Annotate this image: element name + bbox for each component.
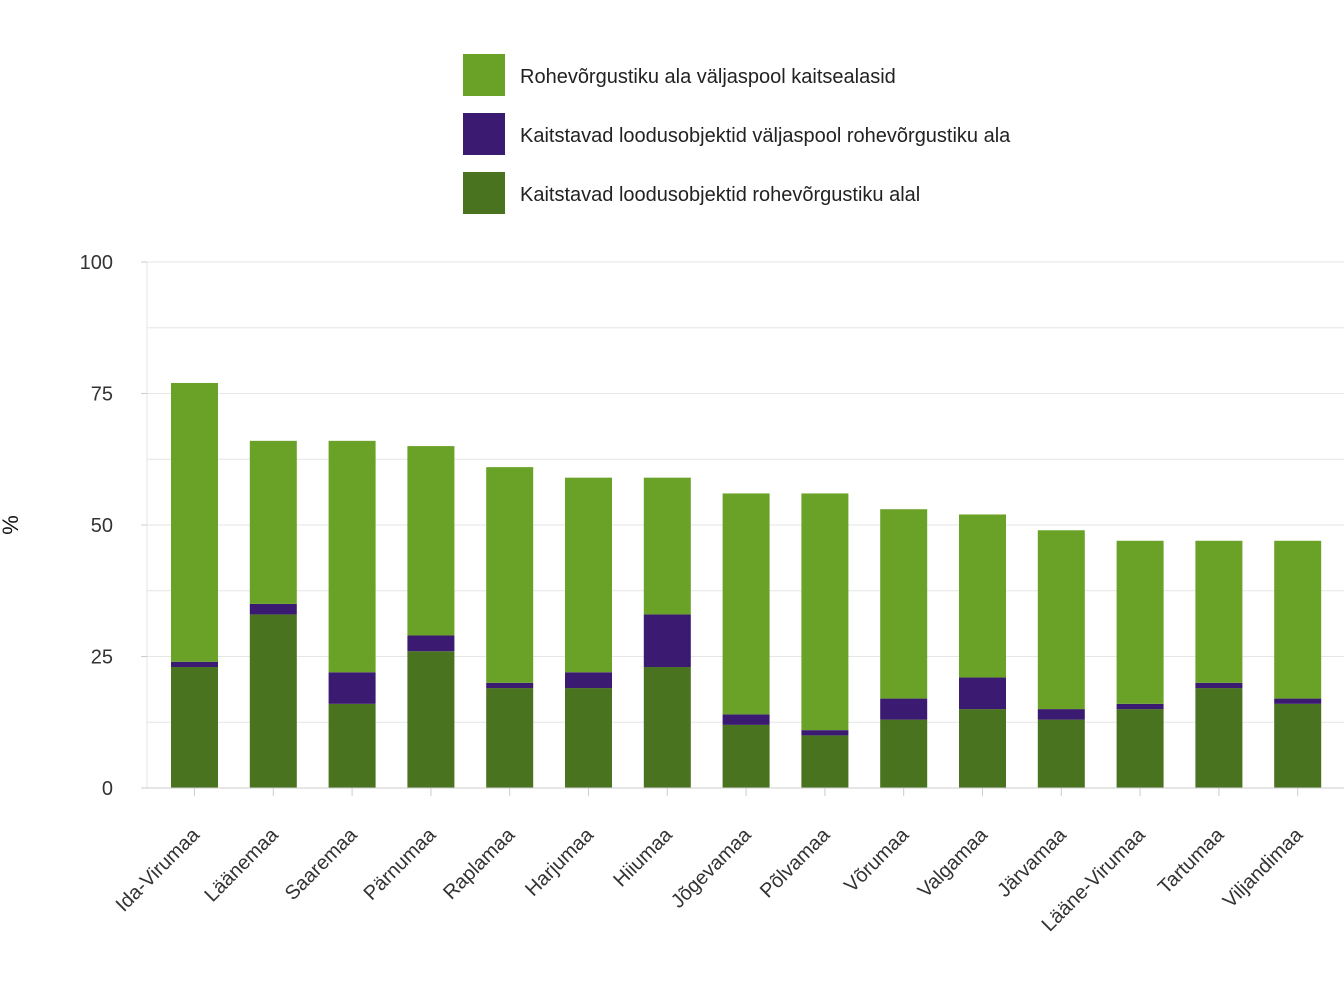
x-category-label: Harjumaa bbox=[521, 823, 598, 900]
y-tick-label: 75 bbox=[91, 384, 113, 406]
bar-segment-1[interactable] bbox=[722, 724, 770, 788]
x-category-label: Tartumaa bbox=[1154, 823, 1229, 898]
bar-segment-3[interactable] bbox=[171, 382, 218, 662]
bar-segment-1[interactable] bbox=[880, 719, 928, 788]
bar-segment-3[interactable] bbox=[1116, 540, 1164, 704]
x-category-label: Ida-Virumaa bbox=[112, 823, 205, 916]
bar-segment-1[interactable] bbox=[565, 688, 612, 788]
bar-segment-1[interactable] bbox=[1037, 719, 1085, 788]
bar-segment-2[interactable] bbox=[1274, 698, 1322, 704]
x-category-label: Pärnumaa bbox=[360, 823, 441, 904]
bar-segment-3[interactable] bbox=[880, 509, 928, 699]
x-category-label: Läänemaa bbox=[200, 823, 283, 906]
bar-segment-3[interactable] bbox=[722, 493, 770, 715]
bar-segment-3[interactable] bbox=[1274, 540, 1322, 699]
bar-segment-3[interactable] bbox=[959, 514, 1006, 678]
bar-segment-2[interactable] bbox=[722, 714, 770, 725]
bar-segment-2[interactable] bbox=[1116, 703, 1164, 710]
x-axis: Ida-VirumaaLäänemaaSaaremaaPärnumaaRapla… bbox=[112, 787, 1344, 936]
bar-segment-1[interactable] bbox=[486, 688, 534, 788]
bar-segment-3[interactable] bbox=[249, 440, 297, 604]
bar-segment-2[interactable] bbox=[643, 614, 691, 668]
x-category-label: Valgamaa bbox=[914, 823, 993, 902]
legend-label[interactable]: Kaitstavad loodusobjektid väljaspool roh… bbox=[520, 125, 1011, 147]
legend-swatch[interactable] bbox=[463, 113, 505, 155]
legend-label[interactable]: Kaitstavad loodusobjektid rohevõrgustiku… bbox=[520, 184, 920, 206]
bar-segment-2[interactable] bbox=[959, 677, 1006, 710]
bar-segment-3[interactable] bbox=[801, 493, 849, 731]
bar-segment-3[interactable] bbox=[328, 440, 376, 673]
legend: Rohevõrgustiku ala väljaspool kaitsealas… bbox=[463, 54, 1011, 214]
y-tick-label: 50 bbox=[91, 515, 113, 537]
bar-segment-3[interactable] bbox=[486, 467, 534, 683]
bar-segment-3[interactable] bbox=[407, 446, 455, 636]
bar-segment-1[interactable] bbox=[249, 614, 297, 788]
legend-label[interactable]: Rohevõrgustiku ala väljaspool kaitsealas… bbox=[520, 66, 896, 88]
bars bbox=[171, 382, 1322, 788]
bar-segment-1[interactable] bbox=[328, 703, 376, 788]
bar-segment-1[interactable] bbox=[1195, 688, 1243, 788]
bar-segment-2[interactable] bbox=[407, 635, 455, 652]
bar-segment-1[interactable] bbox=[171, 667, 218, 788]
x-category-label: Jõgevamaa bbox=[667, 823, 756, 912]
bar-segment-2[interactable] bbox=[1195, 682, 1243, 689]
bar-segment-1[interactable] bbox=[801, 735, 849, 788]
bar-segment-2[interactable] bbox=[486, 682, 534, 689]
bar-segment-3[interactable] bbox=[1037, 530, 1085, 710]
bar-segment-1[interactable] bbox=[1116, 709, 1164, 788]
x-category-label: Viljandimaa bbox=[1219, 823, 1308, 912]
bar-segment-2[interactable] bbox=[171, 661, 218, 668]
x-category-label: Põlvamaa bbox=[756, 823, 835, 902]
bar-segment-3[interactable] bbox=[1195, 540, 1243, 683]
y-tick-label: 0 bbox=[102, 778, 113, 800]
bar-segment-2[interactable] bbox=[249, 603, 297, 615]
x-category-label: Raplamaa bbox=[439, 823, 520, 904]
legend-swatch[interactable] bbox=[463, 54, 505, 96]
bar-segment-2[interactable] bbox=[328, 672, 376, 704]
x-category-label: Hiiumaa bbox=[609, 823, 677, 891]
x-category-label: Võrumaa bbox=[840, 823, 914, 897]
bar-segment-2[interactable] bbox=[565, 672, 612, 689]
y-tick-label: 25 bbox=[91, 647, 113, 669]
bar-segment-1[interactable] bbox=[643, 667, 691, 788]
x-category-label: Järvamaa bbox=[993, 823, 1071, 901]
bar-segment-3[interactable] bbox=[643, 477, 691, 615]
bar-segment-2[interactable] bbox=[880, 698, 928, 720]
bar-segment-2[interactable] bbox=[801, 730, 849, 736]
x-category-label: Saaremaa bbox=[281, 823, 362, 904]
bar-segment-2[interactable] bbox=[1037, 709, 1085, 720]
bar-segment-1[interactable] bbox=[407, 651, 455, 788]
bar-segment-3[interactable] bbox=[565, 477, 612, 673]
y-axis: 0 25 50 75 100 bbox=[80, 252, 147, 800]
y-tick-label: 100 bbox=[80, 252, 113, 274]
legend-swatch[interactable] bbox=[463, 172, 505, 214]
bar-segment-1[interactable] bbox=[1274, 703, 1322, 788]
y-axis-title: % bbox=[0, 515, 23, 535]
bar-segment-1[interactable] bbox=[959, 709, 1006, 788]
